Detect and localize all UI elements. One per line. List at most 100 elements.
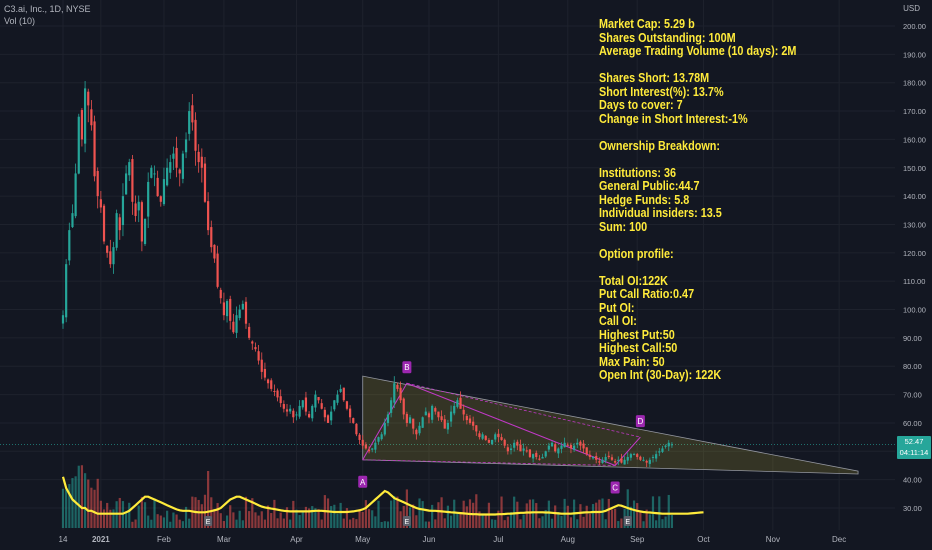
candle-body (238, 309, 241, 319)
candle-body (601, 459, 604, 463)
volume-bar (169, 521, 172, 528)
candle-body (525, 450, 528, 452)
volume-bar (235, 519, 238, 528)
symbol-title: C3.ai, Inc., 1D, NYSE (4, 4, 91, 14)
volume-bar (658, 496, 661, 528)
volume-bar (481, 515, 484, 528)
candle-body (623, 459, 626, 465)
candle-body (102, 205, 106, 242)
candle-body (579, 441, 582, 446)
x-tick-label: Oct (697, 535, 710, 544)
candle-body (566, 444, 569, 446)
volume-bar (266, 505, 270, 528)
candle-body (225, 301, 229, 317)
x-tick-label: Aug (561, 535, 575, 544)
time-axis[interactable]: 14 2021 Feb Mar Apr May Jun Jul Aug Sep Oct Nov Dec (59, 535, 847, 544)
y-tick-label: 180.00 (903, 79, 926, 88)
candle-body (140, 202, 143, 242)
volume-bar (295, 509, 298, 528)
candle-body (588, 454, 591, 457)
y-tick-label: 160.00 (903, 135, 926, 144)
volume-bar (386, 521, 390, 528)
candle-body (207, 201, 210, 231)
y-tick-label: 40.00 (903, 476, 922, 485)
volume-bar (301, 512, 304, 528)
candle-body (260, 359, 263, 372)
volume-bar (598, 499, 601, 528)
volume-bar (655, 520, 658, 528)
volume-bar (639, 511, 642, 528)
candle-body (554, 444, 557, 452)
candle-body (131, 159, 134, 202)
candle-body (276, 390, 279, 398)
volume-bar (380, 521, 383, 528)
volume-bar (172, 512, 175, 528)
candle-body (415, 429, 418, 435)
volume-bar (569, 517, 573, 528)
candle-body (339, 388, 342, 392)
volume-bar (61, 488, 65, 528)
volume-bar (188, 518, 191, 528)
pattern-point-label: B (404, 363, 409, 372)
candle-body (497, 433, 500, 438)
volume-bar (200, 504, 203, 528)
volume-bar (156, 514, 159, 528)
volume-bar (276, 518, 279, 528)
candle-body (443, 419, 446, 429)
volume-bar (317, 509, 320, 528)
volume-bar (490, 519, 494, 528)
volume-bar (159, 515, 162, 528)
candle-body (150, 167, 153, 178)
candle-body (251, 341, 254, 344)
volume-bar (371, 510, 374, 528)
info-line: Shares Outstanding: 100M (599, 30, 736, 45)
volume-bar (320, 519, 323, 528)
info-spacer (599, 234, 796, 248)
pattern-point-box (635, 415, 645, 428)
volume-bar (364, 500, 367, 528)
candle-body (405, 413, 408, 423)
candle-body (513, 442, 516, 448)
x-tick-label: Nov (766, 535, 780, 544)
volume-bar (184, 506, 188, 528)
candle-body (595, 456, 598, 460)
candle-body (626, 456, 629, 461)
volume-bar (399, 511, 402, 528)
candle-body (244, 301, 248, 324)
volume-bar (90, 487, 93, 528)
candle-body (96, 170, 99, 197)
volume-bar (263, 519, 267, 528)
volume-bar (289, 519, 292, 528)
candle-body (519, 444, 522, 452)
info-line: Highest Put:50 (599, 327, 675, 342)
candle-body (585, 447, 588, 455)
info-line: Sum: 100 (599, 219, 648, 234)
volume-bar (421, 501, 424, 528)
candle-body (292, 410, 295, 418)
y-tick-label: 200.00 (903, 22, 926, 31)
candle-body (475, 425, 478, 432)
candle-body (298, 405, 301, 417)
candle-body (134, 203, 137, 216)
candle-body (178, 169, 181, 174)
volume-bar (254, 512, 257, 528)
volume-bar (314, 508, 317, 528)
candle-body (390, 400, 393, 413)
volume-bar (125, 512, 128, 528)
candle-body (371, 448, 374, 450)
candle-body (522, 448, 525, 451)
info-line: Put OI: (599, 300, 635, 315)
candle-body (421, 417, 424, 428)
volume-indicator-label[interactable]: Vol (10) (4, 16, 36, 26)
candle-body (115, 213, 118, 248)
candle-body (285, 409, 289, 412)
volume-bar (96, 478, 99, 528)
volume-bar (588, 513, 591, 528)
volume-bar (106, 502, 109, 528)
candle-body (535, 452, 538, 457)
candle-body (333, 400, 336, 410)
volume-bar (645, 509, 648, 528)
y-tick-label: 90.00 (903, 334, 922, 343)
candle-body (472, 421, 475, 426)
